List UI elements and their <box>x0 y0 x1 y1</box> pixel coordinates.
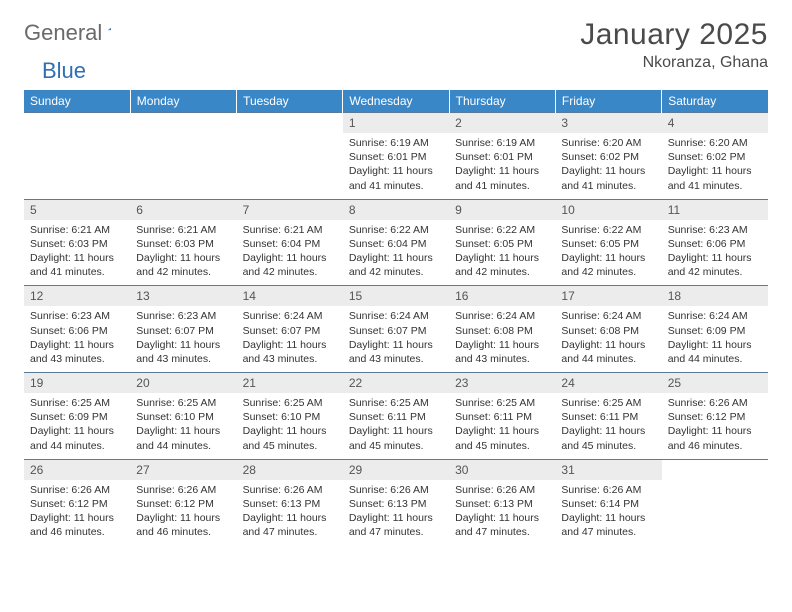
logo-sail-icon <box>108 20 112 38</box>
weekday-header-row: SundayMondayTuesdayWednesdayThursdayFrid… <box>24 90 768 113</box>
day-info-cell: Sunrise: 6:19 AMSunset: 6:01 PMDaylight:… <box>449 133 555 199</box>
day-info-cell <box>237 133 343 199</box>
day-number-cell: 4 <box>662 113 768 134</box>
day-info-cell: Sunrise: 6:24 AMSunset: 6:07 PMDaylight:… <box>343 306 449 372</box>
day-number-cell <box>24 113 130 134</box>
weekday-header: Tuesday <box>237 90 343 113</box>
day-number-cell: 8 <box>343 199 449 220</box>
day-info-cell <box>24 133 130 199</box>
logo-text-blue: Blue <box>42 58 86 84</box>
weekday-header: Wednesday <box>343 90 449 113</box>
month-title: January 2025 <box>580 18 768 52</box>
day-info-cell: Sunrise: 6:26 AMSunset: 6:14 PMDaylight:… <box>555 480 661 546</box>
day-info-cell: Sunrise: 6:24 AMSunset: 6:08 PMDaylight:… <box>449 306 555 372</box>
day-number-cell: 10 <box>555 199 661 220</box>
day-info-cell: Sunrise: 6:24 AMSunset: 6:09 PMDaylight:… <box>662 306 768 372</box>
day-info-row: Sunrise: 6:21 AMSunset: 6:03 PMDaylight:… <box>24 220 768 286</box>
logo-text-general: General <box>24 20 102 46</box>
day-number-cell: 24 <box>555 373 661 394</box>
day-info-cell: Sunrise: 6:23 AMSunset: 6:07 PMDaylight:… <box>130 306 236 372</box>
day-number-cell: 14 <box>237 286 343 307</box>
day-info-row: Sunrise: 6:19 AMSunset: 6:01 PMDaylight:… <box>24 133 768 199</box>
day-info-row: Sunrise: 6:26 AMSunset: 6:12 PMDaylight:… <box>24 480 768 546</box>
day-number-cell: 21 <box>237 373 343 394</box>
day-info-cell: Sunrise: 6:22 AMSunset: 6:04 PMDaylight:… <box>343 220 449 286</box>
day-number-cell: 9 <box>449 199 555 220</box>
day-info-cell: Sunrise: 6:25 AMSunset: 6:11 PMDaylight:… <box>555 393 661 459</box>
day-number-row: 1234 <box>24 113 768 134</box>
day-number-cell: 2 <box>449 113 555 134</box>
day-number-cell: 5 <box>24 199 130 220</box>
day-info-cell <box>130 133 236 199</box>
day-info-cell: Sunrise: 6:25 AMSunset: 6:11 PMDaylight:… <box>449 393 555 459</box>
calendar-table: SundayMondayTuesdayWednesdayThursdayFrid… <box>24 90 768 545</box>
title-block: January 2025 Nkoranza, Ghana <box>580 18 768 72</box>
day-number-cell: 7 <box>237 199 343 220</box>
day-info-cell: Sunrise: 6:26 AMSunset: 6:13 PMDaylight:… <box>449 480 555 546</box>
day-info-cell: Sunrise: 6:24 AMSunset: 6:08 PMDaylight:… <box>555 306 661 372</box>
day-info-cell <box>662 480 768 546</box>
day-info-cell: Sunrise: 6:26 AMSunset: 6:12 PMDaylight:… <box>662 393 768 459</box>
weekday-header: Saturday <box>662 90 768 113</box>
day-number-cell: 16 <box>449 286 555 307</box>
day-number-cell: 26 <box>24 459 130 480</box>
day-number-cell: 18 <box>662 286 768 307</box>
day-info-cell: Sunrise: 6:25 AMSunset: 6:09 PMDaylight:… <box>24 393 130 459</box>
logo: General <box>24 20 132 46</box>
day-number-cell <box>130 113 236 134</box>
day-number-cell: 29 <box>343 459 449 480</box>
day-info-cell: Sunrise: 6:26 AMSunset: 6:12 PMDaylight:… <box>130 480 236 546</box>
day-number-cell: 13 <box>130 286 236 307</box>
day-info-cell: Sunrise: 6:23 AMSunset: 6:06 PMDaylight:… <box>24 306 130 372</box>
location: Nkoranza, Ghana <box>580 54 768 72</box>
day-info-cell: Sunrise: 6:26 AMSunset: 6:13 PMDaylight:… <box>237 480 343 546</box>
day-number-cell: 11 <box>662 199 768 220</box>
day-info-cell: Sunrise: 6:22 AMSunset: 6:05 PMDaylight:… <box>449 220 555 286</box>
day-number-row: 262728293031 <box>24 459 768 480</box>
day-info-cell: Sunrise: 6:26 AMSunset: 6:13 PMDaylight:… <box>343 480 449 546</box>
day-info-row: Sunrise: 6:23 AMSunset: 6:06 PMDaylight:… <box>24 306 768 372</box>
day-info-cell: Sunrise: 6:25 AMSunset: 6:10 PMDaylight:… <box>237 393 343 459</box>
day-info-cell: Sunrise: 6:21 AMSunset: 6:03 PMDaylight:… <box>24 220 130 286</box>
weekday-header: Monday <box>130 90 236 113</box>
day-number-cell <box>237 113 343 134</box>
day-info-cell: Sunrise: 6:21 AMSunset: 6:03 PMDaylight:… <box>130 220 236 286</box>
day-info-cell: Sunrise: 6:20 AMSunset: 6:02 PMDaylight:… <box>555 133 661 199</box>
day-info-cell: Sunrise: 6:20 AMSunset: 6:02 PMDaylight:… <box>662 133 768 199</box>
day-number-cell: 20 <box>130 373 236 394</box>
day-number-cell: 1 <box>343 113 449 134</box>
day-info-cell: Sunrise: 6:21 AMSunset: 6:04 PMDaylight:… <box>237 220 343 286</box>
day-info-cell: Sunrise: 6:26 AMSunset: 6:12 PMDaylight:… <box>24 480 130 546</box>
day-number-cell: 27 <box>130 459 236 480</box>
day-number-cell: 15 <box>343 286 449 307</box>
day-number-cell: 28 <box>237 459 343 480</box>
day-number-cell: 3 <box>555 113 661 134</box>
weekday-header: Friday <box>555 90 661 113</box>
day-info-row: Sunrise: 6:25 AMSunset: 6:09 PMDaylight:… <box>24 393 768 459</box>
weekday-header: Thursday <box>449 90 555 113</box>
day-number-cell: 23 <box>449 373 555 394</box>
day-number-cell: 22 <box>343 373 449 394</box>
day-info-cell: Sunrise: 6:22 AMSunset: 6:05 PMDaylight:… <box>555 220 661 286</box>
day-info-cell: Sunrise: 6:25 AMSunset: 6:10 PMDaylight:… <box>130 393 236 459</box>
day-info-cell: Sunrise: 6:23 AMSunset: 6:06 PMDaylight:… <box>662 220 768 286</box>
day-number-row: 12131415161718 <box>24 286 768 307</box>
day-number-cell: 17 <box>555 286 661 307</box>
day-number-row: 19202122232425 <box>24 373 768 394</box>
day-number-cell: 12 <box>24 286 130 307</box>
day-info-cell: Sunrise: 6:19 AMSunset: 6:01 PMDaylight:… <box>343 133 449 199</box>
day-number-cell: 31 <box>555 459 661 480</box>
day-info-cell: Sunrise: 6:24 AMSunset: 6:07 PMDaylight:… <box>237 306 343 372</box>
day-number-cell: 6 <box>130 199 236 220</box>
day-number-cell <box>662 459 768 480</box>
day-info-cell: Sunrise: 6:25 AMSunset: 6:11 PMDaylight:… <box>343 393 449 459</box>
weekday-header: Sunday <box>24 90 130 113</box>
day-number-cell: 25 <box>662 373 768 394</box>
day-number-cell: 19 <box>24 373 130 394</box>
day-number-cell: 30 <box>449 459 555 480</box>
day-number-row: 567891011 <box>24 199 768 220</box>
